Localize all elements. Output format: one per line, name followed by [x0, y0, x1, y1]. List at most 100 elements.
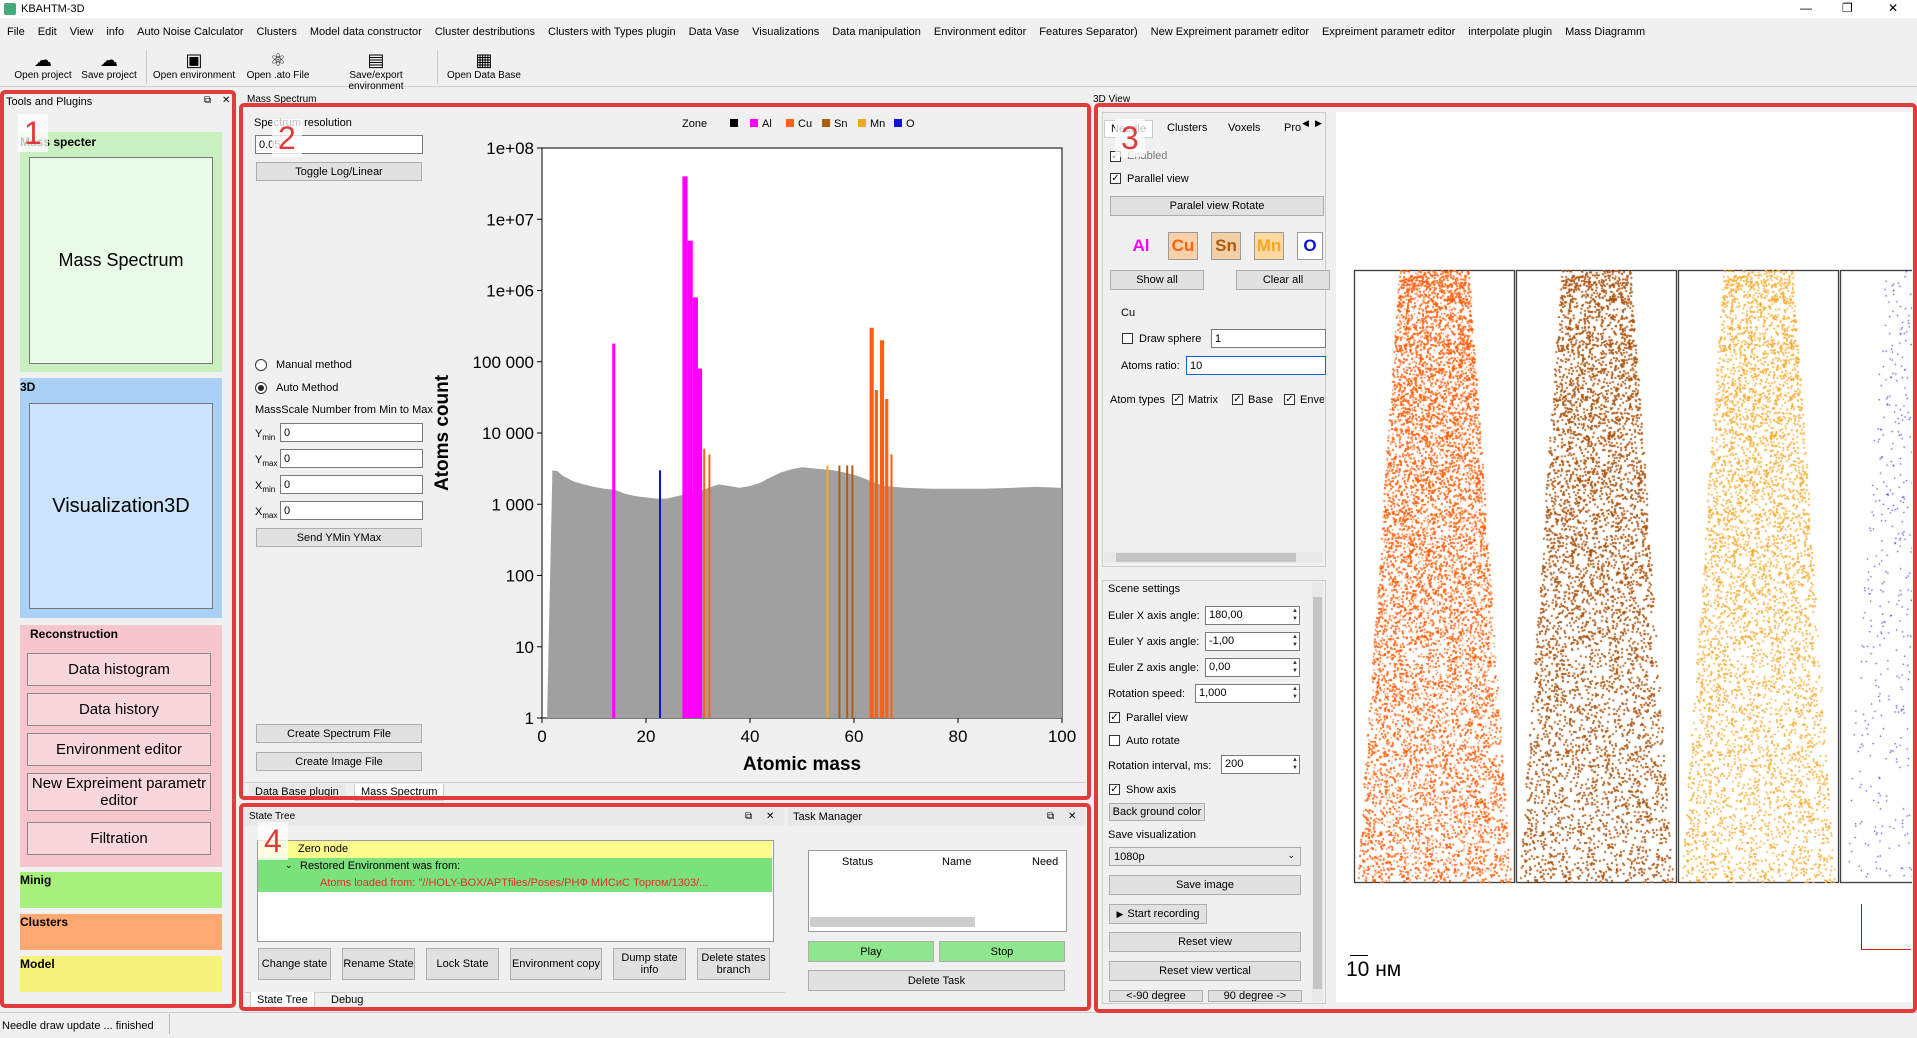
background-color-button[interactable]: Back ground color — [1109, 803, 1205, 821]
tab-data-base-plugin[interactable]: Data Base plugin — [249, 784, 345, 800]
task-table-scrollbar[interactable] — [810, 917, 975, 927]
delete-states-branch-button[interactable]: Delete states branch — [697, 948, 770, 980]
model-section[interactable] — [20, 956, 222, 992]
data-histogram-button[interactable]: Data histogram — [27, 653, 211, 686]
lock-state-button[interactable]: Lock State — [426, 948, 499, 980]
stop-button[interactable]: Stop — [939, 941, 1065, 962]
tab-voxels[interactable]: Voxels — [1228, 122, 1261, 134]
minimize-button[interactable]: — — [1800, 1, 1812, 15]
envel-checkbox[interactable]: ✓ — [1284, 394, 1295, 405]
tab-debug[interactable]: Debug — [331, 994, 364, 1006]
tree-grandchild-node[interactable] — [258, 875, 772, 892]
mass-spectrum-button[interactable]: Mass Spectrum — [29, 157, 213, 364]
menu-item-0[interactable]: File — [7, 26, 25, 38]
scene-settings-scrollbar[interactable] — [1312, 583, 1323, 1001]
xmax-input[interactable] — [280, 501, 423, 520]
menu-item-15[interactable]: Expreiment parametr editor — [1322, 26, 1456, 38]
undock-icon[interactable]: ⧉ — [204, 95, 212, 106]
menu-item-9[interactable]: Data Vase — [688, 26, 740, 38]
clusters-section[interactable] — [20, 914, 222, 950]
environment-copy-button[interactable]: Environment copy — [510, 948, 602, 980]
euler-z-spinbox[interactable]: 0,00 — [1205, 658, 1300, 677]
menu-item-17[interactable]: Mass Diagramm — [1565, 26, 1646, 38]
save-project-button[interactable]: ☁ Save project — [81, 50, 137, 81]
save-export-environment-button[interactable]: ▤ Save/export environment — [322, 50, 430, 92]
3d-view-canvas[interactable]: 10 нм — [1336, 112, 1912, 1002]
resolution-select[interactable]: 1080p ⌄ — [1109, 847, 1301, 866]
menu-item-16[interactable]: interpolate plugin — [1468, 26, 1553, 38]
ymax-input[interactable] — [280, 449, 423, 468]
xmin-input[interactable] — [280, 475, 423, 494]
atom-mn-button[interactable]: Mn — [1254, 232, 1284, 260]
change-state-button[interactable]: Change state — [258, 948, 331, 980]
undock-icon[interactable]: ⧉ — [745, 811, 753, 822]
menu-item-11[interactable]: Data manipulation — [832, 26, 921, 38]
parallel-view-rotate-button[interactable]: Paralel view Rotate — [1110, 196, 1324, 216]
toggle-log-linear-button[interactable]: Toggle Log/Linear — [256, 162, 422, 181]
tree-child-node[interactable] — [258, 858, 772, 875]
close-icon[interactable]: ✕ — [222, 95, 231, 106]
task-col-name[interactable]: Name — [942, 856, 972, 868]
play-button[interactable]: Play — [808, 941, 934, 962]
rotation-interval-spinbox[interactable]: 200 — [1221, 755, 1300, 774]
tab-state-tree[interactable]: State Tree — [250, 992, 315, 1009]
menu-item-4[interactable]: Auto Noise Calculator — [137, 26, 244, 38]
menu-item-12[interactable]: Environment editor — [933, 26, 1027, 38]
tree-expand-icon[interactable]: ⌄ — [285, 860, 293, 870]
atom-cu-button[interactable]: Cu — [1168, 232, 1198, 260]
clear-all-button[interactable]: Clear all — [1236, 270, 1330, 290]
reset-view-vertical-button[interactable]: Reset view vertical — [1109, 961, 1301, 981]
auto-method-radio[interactable] — [255, 382, 267, 394]
save-image-button[interactable]: Save image — [1109, 875, 1301, 895]
manual-method-radio[interactable] — [255, 359, 267, 371]
euler-x-spinbox[interactable]: 180,00 — [1205, 606, 1300, 625]
menu-item-3[interactable]: info — [106, 26, 125, 38]
menu-item-1[interactable]: Edit — [37, 26, 57, 38]
euler-y-spinbox[interactable]: -1,00 — [1205, 632, 1300, 651]
matrix-checkbox[interactable]: ✓ — [1172, 394, 1183, 405]
open-project-button[interactable]: ☁ Open project — [14, 50, 72, 81]
menu-item-8[interactable]: Clusters with Types plugin — [548, 26, 676, 38]
close-icon[interactable]: ✕ — [766, 811, 775, 822]
sphere-size-input[interactable] — [1211, 329, 1326, 348]
tab-scroll-left-icon[interactable]: ◀ — [1302, 118, 1309, 128]
scene-parallel-view-checkbox[interactable]: ✓ — [1109, 712, 1120, 723]
dump-state-info-button[interactable]: Dump state info — [613, 948, 686, 980]
task-col-need[interactable]: Need — [1032, 856, 1059, 868]
open-environment-button[interactable]: ▣ Open environment — [152, 50, 236, 81]
menu-item-6[interactable]: Model data constructor — [309, 26, 422, 38]
new-experiment-editor-button[interactable]: New Expreiment parametr editor — [27, 773, 211, 811]
task-col-status[interactable]: Status — [842, 856, 874, 868]
menu-item-7[interactable]: Cluster destributions — [434, 26, 536, 38]
rename-state-button[interactable]: Rename State — [342, 948, 415, 980]
show-all-button[interactable]: Show all — [1110, 270, 1204, 290]
rotation-speed-spinbox[interactable]: 1,000 — [1195, 684, 1300, 703]
create-image-file-button[interactable]: Create Image File — [256, 752, 422, 771]
visualization3d-button[interactable]: Visualization3D — [29, 403, 213, 609]
rotate-minus90-button[interactable]: <-90 degree — [1109, 990, 1203, 1002]
start-recording-button[interactable]: ▶ Start recording — [1109, 904, 1207, 924]
viz-controls-scrollbar[interactable] — [1104, 552, 1322, 563]
atom-al-button[interactable]: Al — [1132, 236, 1150, 255]
tab-scroll-right-icon[interactable]: ▶ — [1315, 118, 1322, 128]
close-button[interactable]: ✕ — [1888, 1, 1899, 15]
undock-icon[interactable]: ⧉ — [1047, 811, 1055, 822]
create-spectrum-file-button[interactable]: Create Spectrum File — [256, 724, 422, 743]
send-ymin-ymax-button[interactable]: Send YMin YMax — [256, 528, 422, 547]
base-checkbox[interactable]: ✓ — [1232, 394, 1243, 405]
open-ato-button[interactable]: ⚛ Open .ato File — [243, 50, 313, 81]
auto-rotate-checkbox[interactable] — [1109, 735, 1120, 746]
tab-pro[interactable]: Pro — [1284, 122, 1302, 134]
menu-item-10[interactable]: Visualizations — [752, 26, 820, 38]
tab-clusters[interactable]: Clusters — [1167, 122, 1208, 134]
reset-view-button[interactable]: Reset view — [1109, 932, 1301, 952]
data-history-button[interactable]: Data history — [27, 693, 211, 726]
menu-item-13[interactable]: Features Separator) — [1039, 26, 1138, 38]
delete-task-button[interactable]: Delete Task — [808, 970, 1065, 991]
atoms-ratio-input[interactable] — [1186, 356, 1326, 375]
menu-item-5[interactable]: Clusters — [256, 26, 297, 38]
show-axis-checkbox[interactable]: ✓ — [1109, 784, 1120, 795]
tab-mass-spectrum[interactable]: Mass Spectrum — [354, 784, 445, 801]
draw-sphere-checkbox[interactable] — [1122, 333, 1133, 344]
menu-item-2[interactable]: View — [69, 26, 94, 38]
